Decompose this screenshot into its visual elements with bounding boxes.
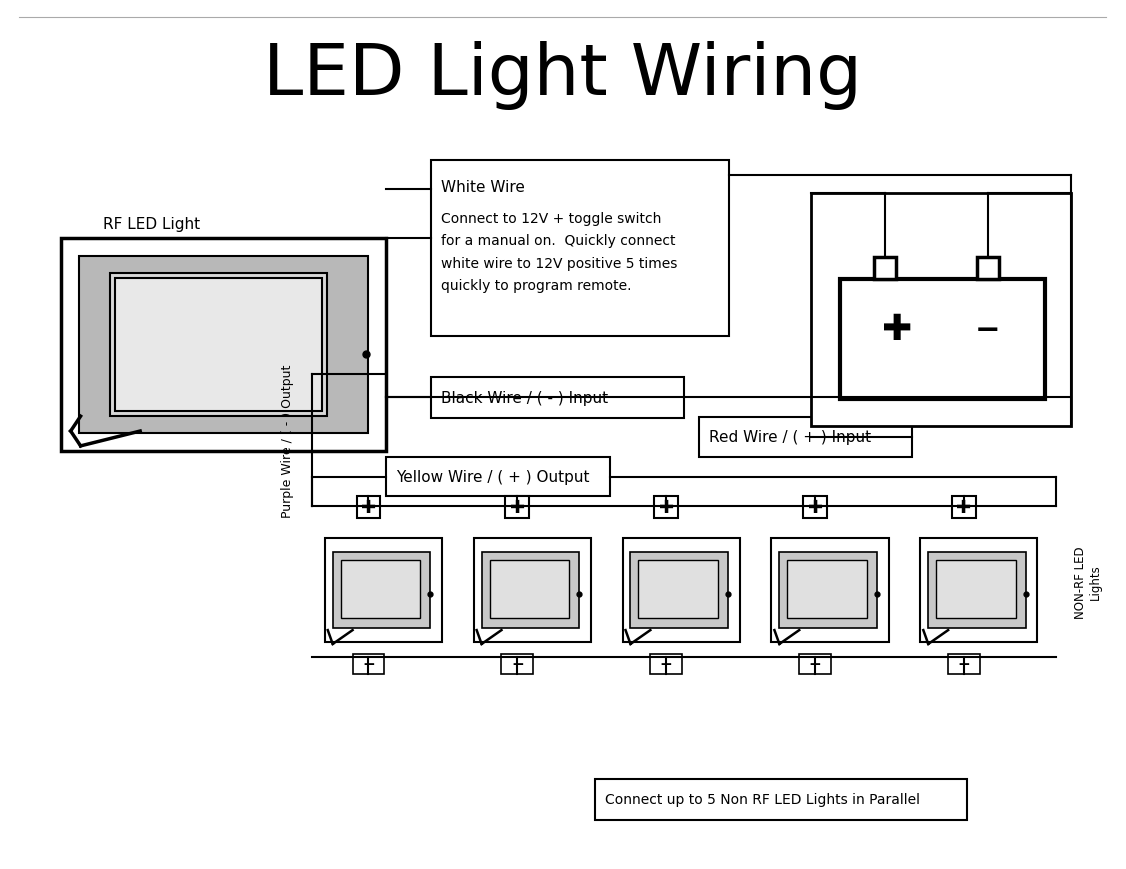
Text: LED Light Wiring: LED Light Wiring <box>263 41 863 109</box>
Bar <box>490 561 569 619</box>
Text: Connect up to 5 Non RF LED Lights in Parallel: Connect up to 5 Non RF LED Lights in Par… <box>605 793 920 806</box>
Bar <box>324 539 441 642</box>
Bar <box>936 561 1016 619</box>
Text: White Wire: White Wire <box>441 180 525 196</box>
Bar <box>595 779 967 820</box>
Bar <box>654 497 678 519</box>
Bar <box>79 256 368 434</box>
Text: NON-RF LED
Lights: NON-RF LED Lights <box>1074 546 1102 618</box>
Bar <box>799 654 831 673</box>
Text: −: − <box>660 656 672 672</box>
Bar <box>803 497 826 519</box>
Bar <box>474 539 591 642</box>
Text: Connect to 12V + toggle switch
for a manual on.  Quickly connect
white wire to 1: Connect to 12V + toggle switch for a man… <box>441 212 677 293</box>
Text: ✚: ✚ <box>883 313 912 347</box>
Bar <box>771 539 888 642</box>
Text: ✚: ✚ <box>510 499 525 517</box>
Text: −: − <box>511 656 524 672</box>
Text: Purple Wire / ( - ) Output: Purple Wire / ( - ) Output <box>280 364 294 517</box>
Bar <box>110 273 327 417</box>
Bar <box>357 497 381 519</box>
Bar <box>431 161 729 336</box>
Bar <box>332 552 430 628</box>
Bar <box>699 418 912 457</box>
Bar <box>920 539 1037 642</box>
Bar <box>386 457 609 497</box>
Text: ✚: ✚ <box>956 499 972 517</box>
Text: ✚: ✚ <box>807 499 823 517</box>
Bar <box>638 561 718 619</box>
Bar <box>115 278 322 412</box>
Bar <box>811 194 1071 427</box>
Bar <box>623 539 740 642</box>
Text: −: − <box>957 656 971 672</box>
Text: −: − <box>975 315 1001 344</box>
Bar <box>61 239 386 451</box>
Text: −: − <box>808 656 822 672</box>
Bar <box>953 497 976 519</box>
Bar <box>352 654 384 673</box>
Text: Yellow Wire / ( + ) Output: Yellow Wire / ( + ) Output <box>396 469 590 485</box>
Bar <box>341 561 420 619</box>
Bar <box>501 654 534 673</box>
Bar <box>977 257 999 279</box>
Text: Black Wire / ( - ) Input: Black Wire / ( - ) Input <box>441 390 608 405</box>
Text: Red Wire / ( + ) Input: Red Wire / ( + ) Input <box>709 430 872 445</box>
Bar <box>787 561 867 619</box>
Text: RF LED Light: RF LED Light <box>104 216 200 231</box>
Bar <box>948 654 980 673</box>
Bar <box>431 377 685 419</box>
Bar <box>840 279 1045 400</box>
Bar <box>779 552 877 628</box>
Text: −: − <box>363 656 375 672</box>
Text: ✚: ✚ <box>361 499 376 517</box>
Bar <box>874 257 895 279</box>
Text: ✚: ✚ <box>659 499 673 517</box>
Bar <box>482 552 579 628</box>
Bar <box>631 552 727 628</box>
Bar <box>506 497 529 519</box>
Bar <box>651 654 682 673</box>
Bar <box>928 552 1026 628</box>
